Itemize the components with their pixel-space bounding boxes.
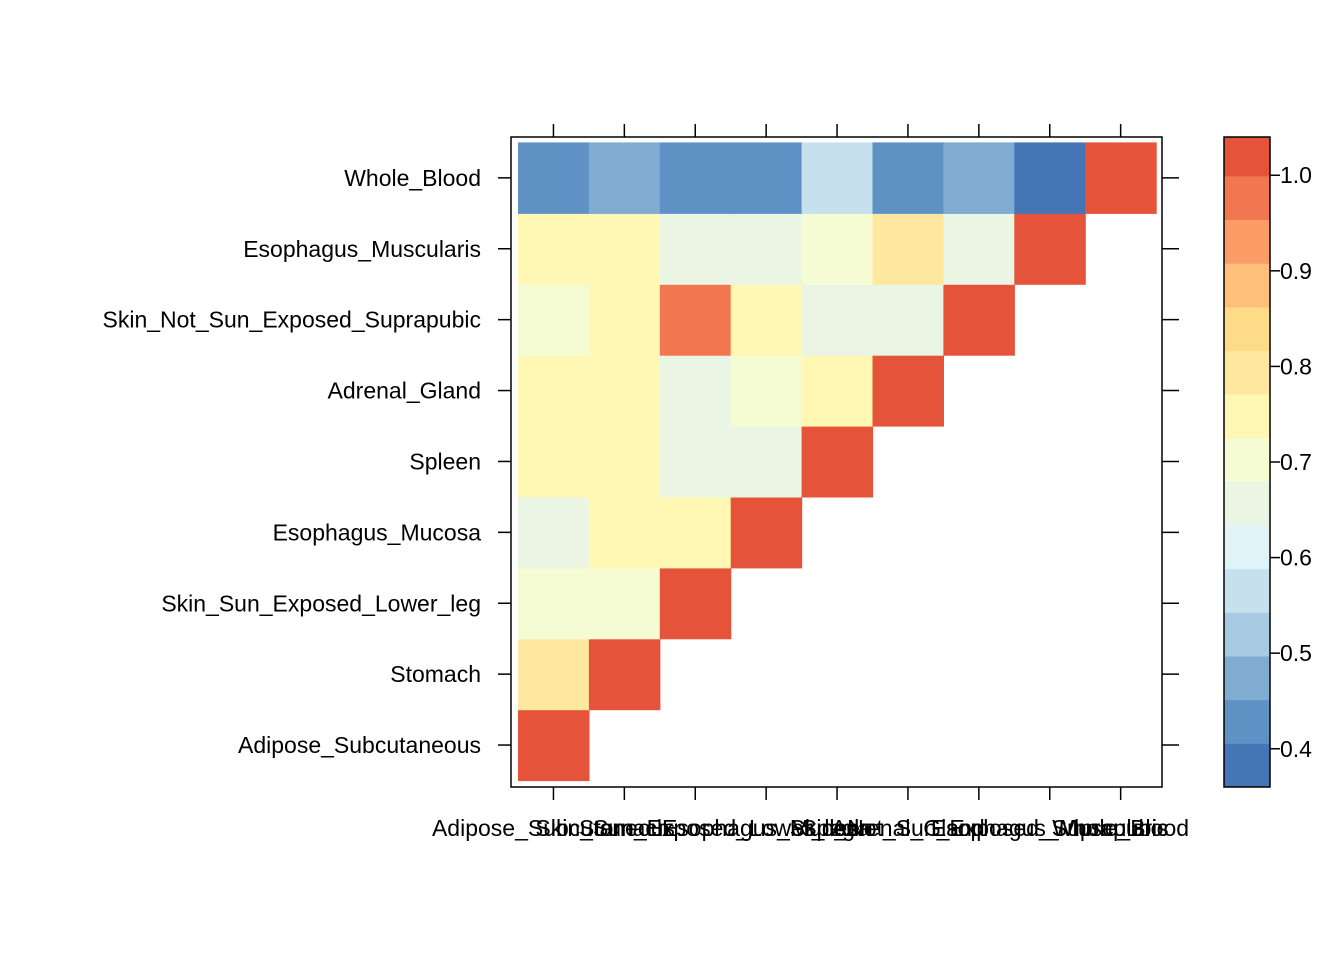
x-tick-label-6: Skin_Not_Sun_Exposed_Suprapubic <box>790 815 1169 841</box>
y-tick-label-1: Stomach <box>390 661 481 687</box>
heatmap-cell-4-4 <box>801 426 874 498</box>
heatmap-cell-8-1 <box>588 142 661 214</box>
heatmap-cell-8-2 <box>659 142 732 214</box>
heatmap-cell-8-4 <box>801 142 874 214</box>
y-tick-label-0: Adipose_Subcutaneous <box>238 732 481 758</box>
colorbar-segment-10 <box>1224 306 1270 351</box>
heatmap-cell-5-1 <box>588 355 661 427</box>
heatmap-cell-3-3 <box>730 496 803 569</box>
colorbar-segment-6 <box>1224 481 1270 526</box>
y-tick-label-4: Spleen <box>409 448 481 474</box>
heatmap-cell-6-6 <box>943 284 1015 356</box>
heatmap-cell-6-4 <box>801 284 874 356</box>
colorbar-tick-label-5: 0.9 <box>1280 258 1312 284</box>
heatmap-cell-4-1 <box>588 426 661 498</box>
heatmap-cell-8-5 <box>872 142 944 214</box>
x-tick-label-1: Stomach <box>579 815 670 841</box>
x-tick-label-8: Whole_Blood <box>1052 815 1189 841</box>
heatmap-cell-5-3 <box>730 355 803 427</box>
colorbar-segment-12 <box>1224 219 1270 264</box>
y-tick-label-6: Skin_Not_Sun_Exposed_Suprapubic <box>103 307 482 333</box>
y-tick-label-8: Whole_Blood <box>344 165 481 191</box>
colorbar-segment-0 <box>1224 743 1270 788</box>
heatmap-cell-8-0 <box>518 142 590 214</box>
heatmap-cell-7-5 <box>872 213 944 285</box>
colorbar-segment-7 <box>1224 437 1270 482</box>
heatmap-cell-3-2 <box>659 496 732 569</box>
heatmap-cell-5-4 <box>801 355 874 427</box>
heatmap-cell-5-0 <box>518 355 590 427</box>
heatmap-cell-1-0 <box>518 638 590 711</box>
heatmap-cell-6-2 <box>659 284 732 356</box>
heatmap-cell-7-3 <box>730 213 803 285</box>
heatmap-cell-7-2 <box>659 213 732 285</box>
heatmap-cell-4-3 <box>730 426 803 498</box>
heatmap-cell-6-1 <box>588 284 661 356</box>
y-tick-label-5: Adrenal_Gland <box>328 378 481 404</box>
colorbar-segment-5 <box>1224 525 1270 570</box>
colorbar-segment-8 <box>1224 394 1270 439</box>
heatmap-cell-8-8 <box>1085 142 1157 214</box>
heatmap-cell-1-1 <box>588 638 661 711</box>
y-tick-label-3: Esophagus_Mucosa <box>273 519 482 545</box>
colorbar-tick-label-4: 0.8 <box>1280 353 1312 379</box>
x-tick-label-3: Esophagus_Mucosa <box>662 815 871 841</box>
colorbar-segment-11 <box>1224 263 1270 308</box>
heatmap-cell-7-7 <box>1014 213 1086 285</box>
heatmap-cell-2-2 <box>659 567 732 640</box>
heatmap-cell-6-3 <box>730 284 803 356</box>
heatmap-cell-8-7 <box>1014 142 1086 214</box>
heatmap-cell-8-3 <box>730 142 803 214</box>
colorbar-segment-13 <box>1224 175 1270 220</box>
heatmap-cell-6-0 <box>518 284 590 356</box>
colorbar-tick-label-2: 0.6 <box>1280 545 1312 571</box>
colorbar-tick-label-6: 1.0 <box>1280 162 1312 188</box>
x-axis-labels: Adipose_SubcutaneousStomachSkin_Sun_Expo… <box>432 815 1189 841</box>
colorbar-segment-9 <box>1224 350 1270 395</box>
heatmap-cell-4-2 <box>659 426 732 498</box>
colorbar-segment-1 <box>1224 699 1270 744</box>
heatmap-cell-7-6 <box>943 213 1015 285</box>
heatmap-cell-4-0 <box>518 426 590 498</box>
heatmap-cell-6-5 <box>872 284 944 356</box>
heatmap-cells <box>518 142 1157 782</box>
axis-ticks <box>498 124 1179 800</box>
heatmap-cell-0-0 <box>518 709 590 782</box>
heatmap-cell-5-2 <box>659 355 732 427</box>
heatmap-cell-7-4 <box>801 213 874 285</box>
y-axis-labels: Adipose_Subcutaneous Stomach Skin_Sun_Expo… <box>103 165 482 758</box>
colorbar-tick-label-1: 0.5 <box>1280 640 1312 666</box>
heatmap-cell-3-0 <box>518 496 590 569</box>
colorbar-segment-3 <box>1224 612 1270 657</box>
x-tick-label-4: Spleen <box>801 815 873 841</box>
colorbar-segment-14 <box>1224 137 1270 177</box>
colorbar: 0.4 0.5 0.6 0.7 0.8 0.9 1.0 <box>1223 136 1312 788</box>
heatmap-cell-8-6 <box>943 142 1015 214</box>
heatmap-cell-2-0 <box>518 567 590 640</box>
colorbar-tick-label-0: 0.4 <box>1280 736 1312 762</box>
x-tick-label-5: Adrenal_Gland <box>831 815 984 841</box>
x-tick-label-0: Adipose_Subcutaneous <box>432 815 675 841</box>
colorbar-segment-4 <box>1224 568 1270 613</box>
heatmap-cell-7-0 <box>518 213 590 285</box>
x-tick-label-2: Skin_Sun_Exposed_Lower_leg <box>535 815 855 841</box>
colorbar-tick-label-3: 0.7 <box>1280 449 1312 475</box>
y-tick-label-7: Esophagus_Muscularis <box>243 236 481 262</box>
colorbar-segment-2 <box>1224 656 1270 701</box>
heatmap-cell-3-1 <box>588 496 661 569</box>
heatmap-cell-7-1 <box>588 213 661 285</box>
x-tick-label-7: Esophagus_Muscularis <box>931 815 1169 841</box>
heatmap-cell-5-5 <box>872 355 944 427</box>
y-tick-label-2: Skin_Sun_Exposed_Lower_leg <box>161 590 481 616</box>
heatmap-cell-2-1 <box>588 567 661 640</box>
